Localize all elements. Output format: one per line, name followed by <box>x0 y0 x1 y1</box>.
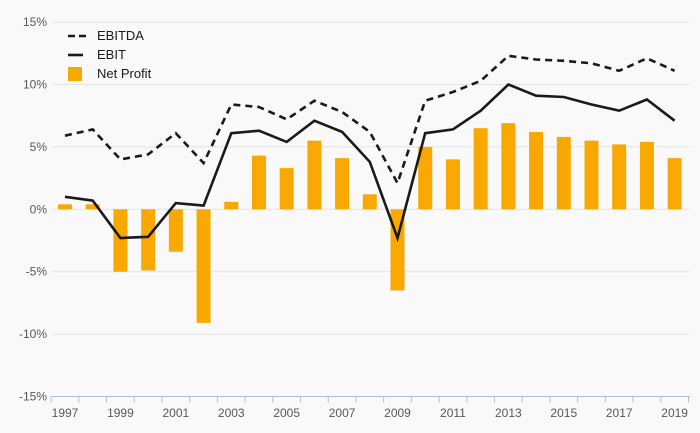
x-axis-label: 1997 <box>52 406 79 420</box>
net-profit-bar <box>58 204 72 210</box>
legend-item-ebit: EBIT <box>68 48 151 62</box>
net-profit-bar <box>251 155 266 210</box>
x-axis-label: 1999 <box>107 406 134 420</box>
x-axis-label: 2001 <box>162 406 189 420</box>
net-profit-bar <box>362 194 377 210</box>
net-profit-bar <box>529 131 544 210</box>
x-axis-label: 2017 <box>606 406 633 420</box>
net-profit-bar <box>224 201 239 210</box>
ebitda-line <box>64 54 676 187</box>
net-profit-bar <box>307 140 322 210</box>
ebit-line <box>64 82 676 243</box>
net-profit-bar <box>667 158 682 210</box>
y-axis-label: 15% <box>23 15 47 29</box>
net-profit-bar <box>196 209 211 323</box>
net-profit-bar <box>113 209 128 272</box>
legend-item-ebitda: EBITDA <box>68 29 151 43</box>
x-axis-label: 2007 <box>329 406 356 420</box>
net-profit-bar <box>639 141 654 210</box>
ebitda-dashed-line-icon <box>68 33 88 39</box>
net-profit-bar <box>612 144 627 210</box>
legend-label-net-profit: Net Profit <box>97 66 152 81</box>
x-axis-label: 2011 <box>440 406 466 420</box>
y-axis-label: 5% <box>30 140 48 154</box>
net-profit-bar <box>584 140 599 210</box>
net-profit-bar <box>418 146 433 210</box>
legend-label-ebit: EBIT <box>97 47 126 62</box>
net-profit-bar <box>168 209 183 252</box>
net-profit-bar <box>141 209 156 271</box>
y-axis-label: 0% <box>30 202 48 216</box>
ebit-solid-line-icon <box>68 52 88 58</box>
legend-item-net-profit: Net Profit <box>68 67 151 81</box>
y-axis-label: -5% <box>26 265 48 279</box>
net-profit-swatch-icon <box>68 67 88 81</box>
x-axis-label: 2003 <box>218 406 245 420</box>
x-axis-label: 2015 <box>550 406 577 420</box>
x-axis-label: 2009 <box>384 406 411 420</box>
net-profit-bar <box>335 158 350 210</box>
net-profit-bar <box>501 123 516 210</box>
y-axis-label: -15% <box>19 390 47 404</box>
net-profit-bar <box>473 128 488 210</box>
x-axis-label: 2013 <box>495 406 522 420</box>
legend-label-ebitda: EBITDA <box>97 28 144 43</box>
legend: EBITDA EBIT Net Profit <box>68 29 151 81</box>
x-axis-label: 2005 <box>273 406 300 420</box>
net-profit-bar <box>556 136 571 210</box>
net-profit-bar <box>85 204 100 210</box>
y-axis-label: -10% <box>19 327 47 341</box>
net-profit-bar <box>445 159 460 210</box>
net-profit-bar <box>279 168 294 210</box>
x-axis-label: 2019 <box>661 406 688 420</box>
y-axis-label: 10% <box>23 78 47 92</box>
